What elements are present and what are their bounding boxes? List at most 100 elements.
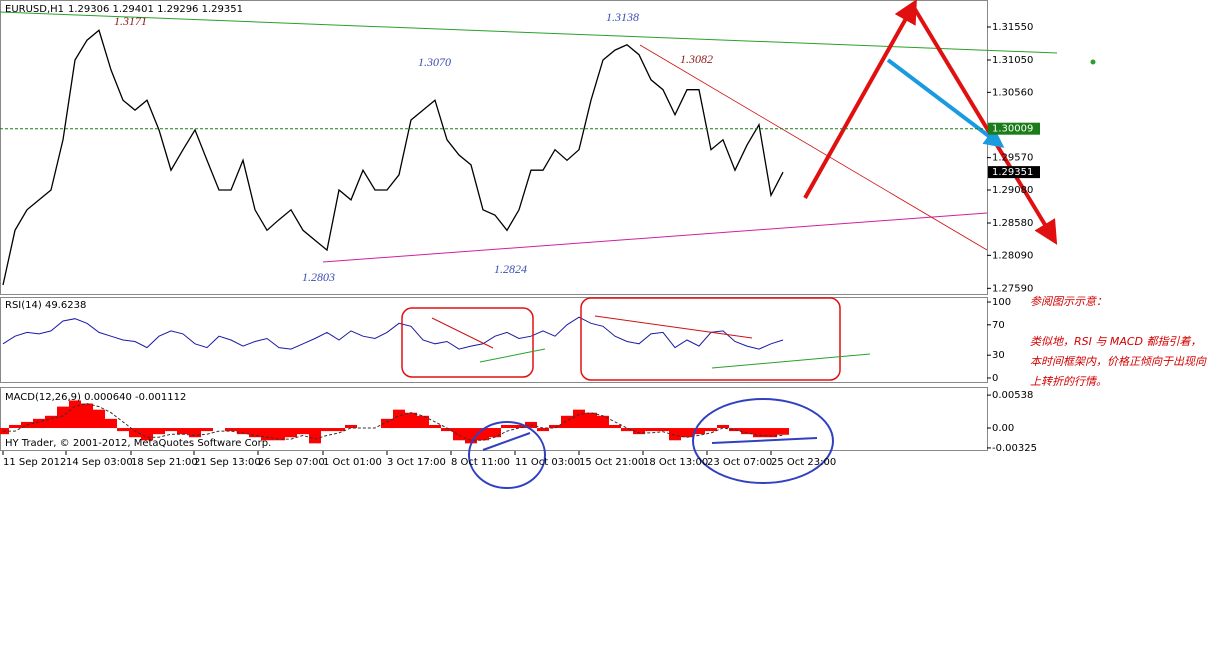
- note-line: 本时间框架内，价格正倾向于出现向: [1030, 355, 1207, 368]
- macd-bar: [405, 412, 417, 429]
- y-tick-label: 0.00: [992, 423, 1014, 434]
- price-line: [2, 29, 784, 286]
- macd-bar: [225, 428, 237, 432]
- macd-bar: [321, 428, 333, 432]
- macd-bar: [69, 400, 81, 429]
- note-line: 上转折的行情。: [1030, 375, 1107, 388]
- level-label: 1.30009: [992, 124, 1033, 135]
- peak-annotation: 1.3138: [606, 10, 639, 24]
- x-tick-label: 26 Sep 07:00: [258, 457, 325, 468]
- price-label: 1.29351: [992, 167, 1033, 178]
- macd-title: MACD(12,26,9) 0.000640 -0.001112: [5, 392, 186, 403]
- macd-bar: [237, 428, 249, 435]
- y-tick-label: 100: [992, 297, 1011, 308]
- y-tick-label: 1.31550: [992, 22, 1033, 33]
- price-panel: [0, 0, 988, 295]
- macd-bar: [333, 428, 345, 432]
- macd-bar: [429, 424, 441, 429]
- peak-annotation: 1.3070: [418, 55, 451, 69]
- macd-bar: [105, 418, 117, 429]
- note-line: 类似地，RSI 与 MACD 都指引着，: [1030, 335, 1202, 348]
- macd-bar: [573, 409, 585, 429]
- macd-bar: [549, 424, 561, 429]
- x-tick-label: 1 Oct 01:00: [323, 457, 382, 468]
- rsi-trend: [594, 315, 753, 339]
- y-tick-label: 70: [992, 320, 1005, 331]
- y-tick-label: 1.29570: [992, 153, 1033, 164]
- x-tick-label: 11 Sep 2012: [3, 457, 66, 468]
- y-tick-label: 1.28090: [992, 250, 1033, 261]
- y-tick-label: 30: [992, 350, 1005, 361]
- x-tick-label: 14 Sep 03:00: [66, 457, 133, 468]
- macd-bar: [621, 428, 633, 432]
- macd-bar: [453, 428, 465, 441]
- level-label-box: [988, 122, 1040, 135]
- macd-bar: [633, 428, 645, 435]
- macd-bar: [117, 428, 129, 432]
- macd-bar: [165, 428, 177, 432]
- x-tick-label: 8 Oct 11:00: [451, 457, 510, 468]
- macd-bar: [417, 415, 429, 429]
- arrow: [803, 0, 917, 199]
- macd-bar: [261, 428, 273, 441]
- macd-bar: [153, 428, 165, 435]
- macd-bar: [561, 415, 573, 429]
- macd-bar: [249, 428, 261, 438]
- trend-line: [322, 212, 988, 263]
- macd-bar: [201, 428, 213, 432]
- y-tick-label: 1.28580: [992, 218, 1033, 229]
- macd-bar: [669, 428, 681, 441]
- ohlc-header: 1.29306 1.29401 1.29296 1.29351: [68, 4, 243, 15]
- macd-bar: [285, 428, 297, 438]
- macd-bar: [273, 428, 285, 441]
- x-tick-label: 21 Sep 13:00: [194, 457, 261, 468]
- x-tick-label: 25 Oct 23:00: [771, 457, 836, 468]
- x-tick-label: 3 Oct 17:00: [387, 457, 446, 468]
- signal-line: [3, 402, 784, 441]
- macd-bar: [441, 428, 453, 432]
- macd-bar: [753, 428, 765, 438]
- macd-bar: [585, 412, 597, 429]
- y-tick-label: 0.00538: [992, 390, 1033, 401]
- note-line: 参阅图示示意：: [1030, 295, 1107, 308]
- price-label-box: [988, 166, 1040, 179]
- macd-bar: [81, 403, 93, 429]
- trend-line: [0, 11, 1058, 54]
- arrow: [886, 58, 1005, 148]
- x-tick-label: 15 Oct 21:00: [579, 457, 644, 468]
- symbol-title: EURUSD,H1: [5, 4, 64, 15]
- macd-bar: [309, 428, 321, 444]
- macd-bar: [9, 424, 21, 429]
- macd-bar: [609, 424, 621, 429]
- macd-bar: [537, 428, 549, 432]
- macd-bar: [189, 428, 201, 438]
- y-tick-label: 1.31050: [992, 55, 1033, 66]
- peak-annotation: 1.3082: [680, 52, 713, 66]
- x-tick-label: 11 Oct 03:00: [515, 457, 580, 468]
- macd-bar: [489, 428, 501, 438]
- footer: HY Trader, © 2001-2012, MetaQuotes Softw…: [5, 438, 271, 449]
- macd-bar: [33, 418, 45, 429]
- macd-bar: [777, 428, 789, 435]
- macd-bar: [297, 428, 309, 435]
- macd-bar: [645, 428, 657, 432]
- macd-bar: [57, 406, 69, 429]
- rsi-trend: [479, 348, 546, 363]
- y-tick-label: 1.30560: [992, 87, 1033, 98]
- highlight-ellipse: [692, 398, 834, 484]
- macd-bar: [393, 409, 405, 429]
- trend-line: [639, 44, 988, 251]
- plot-layer: [0, 29, 789, 444]
- rsi-trend: [431, 317, 494, 349]
- macd-bar: [45, 415, 57, 429]
- y-tick-label: 0: [992, 373, 998, 384]
- x-tick-label: 18 Sep 21:00: [131, 457, 198, 468]
- macd-bar: [597, 415, 609, 429]
- rsi-title: RSI(14) 49.6238: [5, 300, 86, 311]
- rsi-line: [2, 316, 784, 350]
- macd-bar: [741, 428, 753, 435]
- rsi-trend: [711, 353, 871, 369]
- macd-bar: [513, 424, 525, 429]
- marker-dot: [1090, 59, 1096, 65]
